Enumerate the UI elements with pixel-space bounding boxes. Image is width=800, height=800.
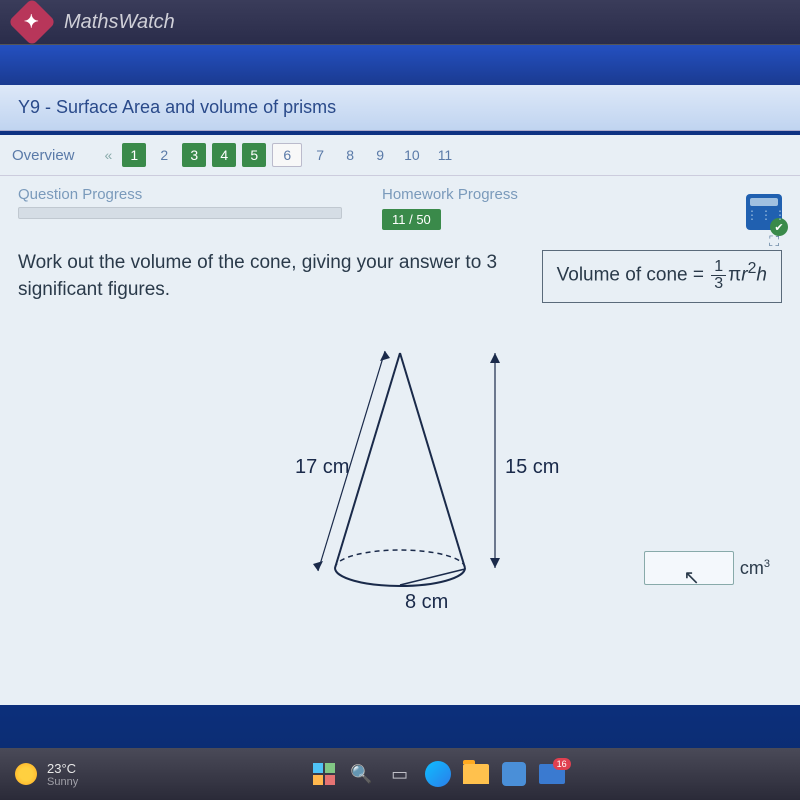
progress-row: Question Progress Homework Progress 11 /… <box>0 176 800 240</box>
browser-chrome-gap <box>0 45 800 85</box>
question-text: Work out the volume of the cone, giving … <box>18 250 522 303</box>
weather-text: 23°C Sunny <box>47 761 78 788</box>
height-arrow-top <box>490 353 500 363</box>
file-explorer-icon[interactable] <box>460 758 492 790</box>
expand-icon[interactable]: ⛶ <box>769 233 779 250</box>
formula-prefix: Volume of cone = <box>557 265 710 286</box>
question-nav-7[interactable]: 7 <box>308 143 332 167</box>
cone-svg: 17 cm 15 cm 8 cm <box>240 333 560 623</box>
formula-pi: π <box>728 265 741 286</box>
question-nav-11[interactable]: 11 <box>432 143 459 167</box>
height-arrow-bottom <box>490 558 500 568</box>
logo-icon: ✦ <box>8 0 56 46</box>
mail-badge-count: 16 <box>553 758 571 770</box>
cursor-icon: ↖ <box>683 565 700 590</box>
homework-progress-block: Homework Progress 11 / 50 <box>382 186 706 230</box>
radius-label: 8 cm <box>405 591 448 613</box>
sun-icon <box>15 763 37 785</box>
cone-base-back <box>335 550 465 568</box>
answer-unit: cm3 <box>740 558 770 579</box>
question-nav-6[interactable]: 6 <box>272 143 302 167</box>
height-label: 15 cm <box>505 456 559 478</box>
question-nav-4[interactable]: 4 <box>212 143 236 167</box>
slant-label: 17 cm <box>295 456 349 478</box>
main-content: Overview « 1 2 3 4 5 6 7 8 9 10 11 Quest… <box>0 135 800 705</box>
mail-icon[interactable]: 16 <box>536 758 568 790</box>
question-area: Work out the volume of the cone, giving … <box>0 240 800 313</box>
question-progress-block: Question Progress <box>18 186 342 219</box>
taskbar-center: 🔍 ▭ 16 <box>308 758 568 790</box>
store-icon[interactable] <box>498 758 530 790</box>
nav-prev-icon[interactable]: « <box>105 147 113 163</box>
question-progress-bar <box>18 207 342 219</box>
calculator-icon[interactable]: ✔ <box>746 194 782 230</box>
formula-box: ⛶ Volume of cone = 13πr2h <box>542 250 782 303</box>
question-nav-2[interactable]: 2 <box>152 143 176 167</box>
overview-link[interactable]: Overview <box>12 147 75 164</box>
question-nav-1[interactable]: 1 <box>122 143 146 167</box>
desktop-screen: ✦ MathsWatch Y9 - Surface Area and volum… <box>0 0 800 800</box>
slant-arrow-top <box>380 351 390 361</box>
homework-progress-label: Homework Progress <box>382 186 706 203</box>
answer-area: cm3 <box>644 551 770 585</box>
question-nav-5[interactable]: 5 <box>242 143 266 167</box>
question-nav-8[interactable]: 8 <box>338 143 362 167</box>
question-progress-label: Question Progress <box>18 186 342 203</box>
app-header: ✦ MathsWatch <box>0 0 800 45</box>
question-nav-10[interactable]: 10 <box>398 143 426 167</box>
start-button[interactable] <box>308 758 340 790</box>
search-icon[interactable]: 🔍 <box>346 758 378 790</box>
brand-name: MathsWatch <box>64 11 175 34</box>
question-nav: Overview « 1 2 3 4 5 6 7 8 9 10 11 <box>0 135 800 176</box>
homework-progress-value: 11 / 50 <box>382 209 441 230</box>
temperature: 23°C <box>47 761 78 776</box>
cone-base-front <box>335 568 465 586</box>
question-nav-9[interactable]: 9 <box>368 143 392 167</box>
formula-fraction: 13 <box>711 259 726 292</box>
topic-title: Y9 - Surface Area and volume of prisms <box>0 85 800 131</box>
formula-h: h <box>756 265 767 286</box>
question-nav-3[interactable]: 3 <box>182 143 206 167</box>
edge-browser-icon[interactable] <box>422 758 454 790</box>
cone-right-side <box>400 353 465 568</box>
weather-condition: Sunny <box>47 776 78 788</box>
slant-arrow-bottom <box>313 561 323 571</box>
task-view-icon[interactable]: ▭ <box>384 758 416 790</box>
taskbar: 23°C Sunny 🔍 ▭ 16 <box>0 748 800 800</box>
weather-widget[interactable]: 23°C Sunny <box>15 761 78 788</box>
